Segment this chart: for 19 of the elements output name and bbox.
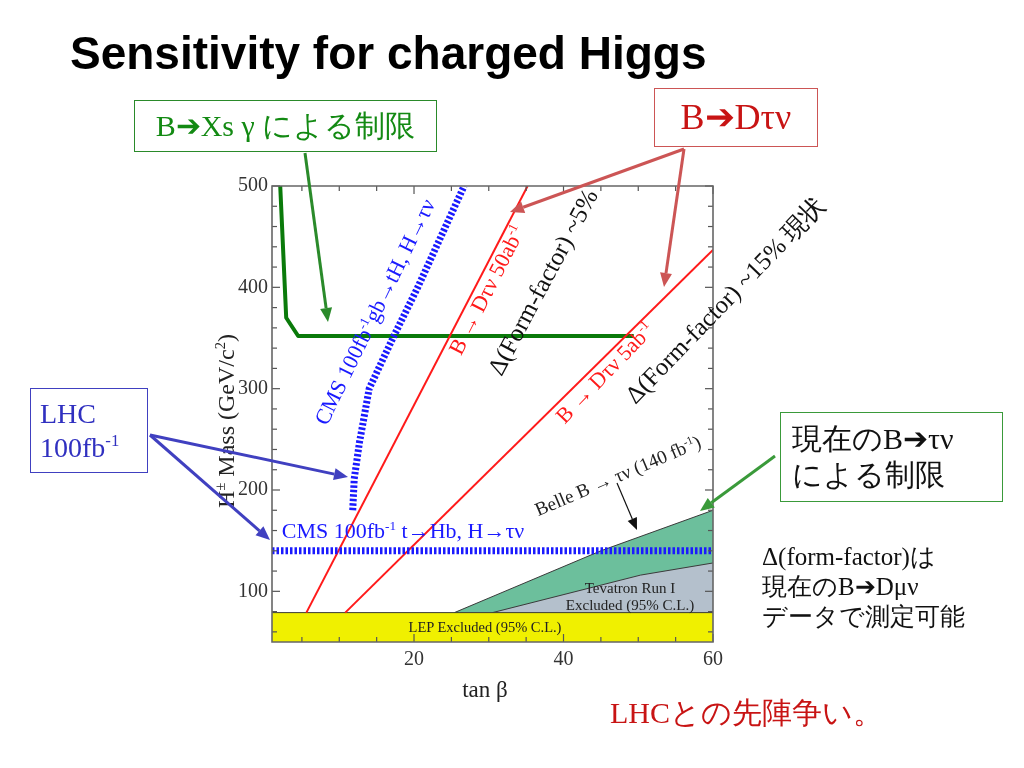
x-tick-label: 60 [703,647,723,670]
text: LHCとの先陣争い。 [610,696,883,731]
y-tick-label: 400 [238,274,268,297]
text: Belle B → τν (140 fb$^{-1}$) [531,431,705,521]
y-tick-label: 300 [238,375,268,398]
text: Δ(form-factor)は現在のB➔Dμνデータで測定可能 [762,542,965,632]
x-tick-label: 20 [404,647,425,670]
y-tick-label: 500 [238,173,268,196]
x-tick-label: 40 [553,647,574,670]
text: B➔Xs γ による制限 [155,108,416,144]
x-axis-title: tan β [462,677,508,703]
series-label: LEP Excluded (95% C.L.) [408,618,562,636]
y-tick-label: 200 [238,477,268,500]
text: 現在のB➔τνによる制限 [792,421,954,493]
chart-title: Sensitivity for charged Higgs [70,27,707,79]
series-label: Tevatron Run I Excluded (95% C.L.) [564,580,696,614]
text: B➔Dτν [680,95,792,139]
y-tick-label: 100 [238,578,268,601]
text: LHC 100fb$^{-1}$ [40,396,121,465]
